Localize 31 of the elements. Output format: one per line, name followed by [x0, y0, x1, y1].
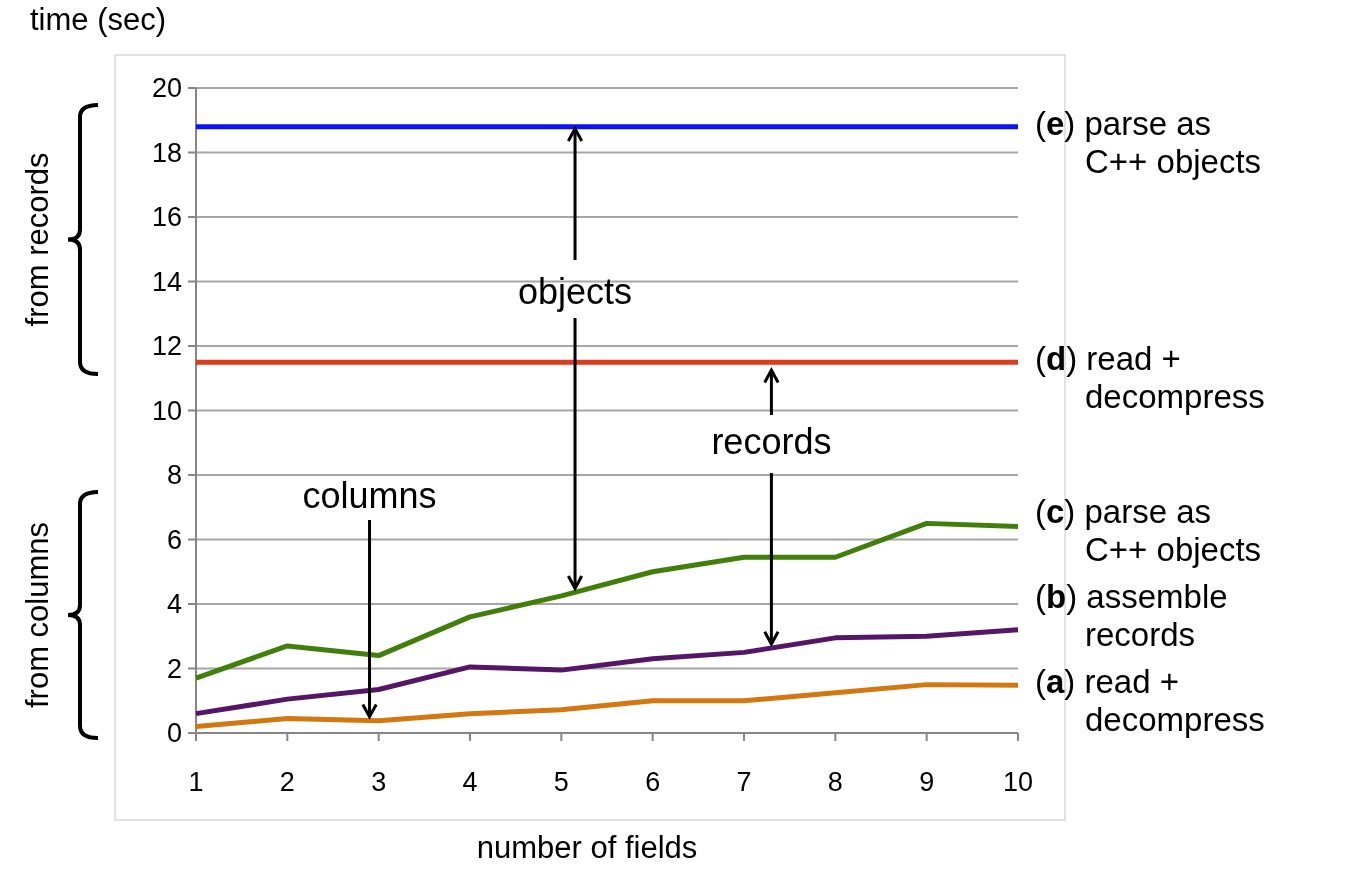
text: from columns	[20, 521, 55, 709]
x-tick-label: 10	[1002, 767, 1034, 797]
x-tick-label: 3	[371, 767, 387, 797]
x-tick-label: 9	[919, 767, 935, 797]
x-tick-label: 7	[736, 767, 752, 797]
annotation: objects	[517, 271, 633, 312]
x-tick-label: 1	[188, 767, 204, 797]
y-axis-title: time (sec)	[30, 2, 167, 37]
x-tick-label: 8	[827, 767, 843, 797]
y-tick-label: 14	[151, 266, 182, 297]
x-axis-title: number of fields	[476, 830, 698, 865]
x-tick-label: 4	[462, 767, 478, 797]
x-tick-label: 5	[553, 767, 569, 797]
y-tick-label: 20	[151, 73, 182, 104]
y-tick-label: 4	[166, 589, 182, 620]
y-tick-label: 0	[166, 718, 182, 749]
y-tick-label: 8	[166, 460, 182, 491]
x-tick-label: 6	[645, 767, 661, 797]
annotation: columns	[302, 475, 437, 516]
y-tick-label: 10	[151, 395, 182, 426]
y-tick-label: 6	[166, 524, 182, 555]
annotation: records	[711, 421, 832, 462]
text: from records	[20, 152, 55, 327]
x-tick-label: 2	[279, 767, 295, 797]
y-tick-label: 2	[166, 653, 182, 684]
series-label: (d) read + decompress	[1035, 340, 1265, 416]
y-tick-label: 12	[151, 331, 182, 362]
series-label: (a) read + decompress	[1035, 663, 1265, 739]
series-label: (e) parse as C++ objects	[1035, 104, 1262, 180]
y-tick-label: 16	[151, 202, 182, 233]
y-tick-label: 18	[151, 137, 182, 168]
